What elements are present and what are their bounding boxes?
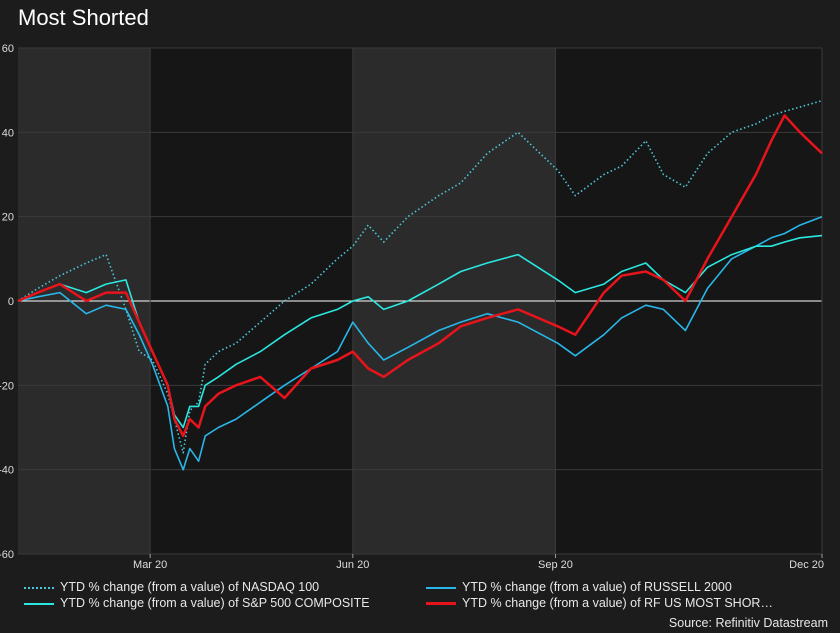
legend-item-most-shorted: YTD % change (from a value) of RF US MOS… [426,596,773,610]
legend: YTD % change (from a value) of NASDAQ 10… [24,577,824,613]
x-tick-label: Dec 20 [789,559,824,571]
series-nasdaq-100 [17,99,823,454]
legend-label-russell: YTD % change (from a value) of RUSSELL 2… [462,580,732,594]
y-tick-label: 60 [2,43,14,55]
legend-label-sp500: YTD % change (from a value) of S&P 500 C… [60,596,370,610]
y-tick-label: -60 [0,549,14,561]
y-tick-label: 0 [8,296,14,308]
legend-label-nasdaq: YTD % change (from a value) of NASDAQ 10… [60,580,320,594]
series-most-shorted [17,114,823,438]
x-tick-label: Jun 20 [336,559,369,571]
series-russell-2000 [17,215,823,471]
legend-swatch-most-shorted [426,602,456,606]
y-tick-label: -40 [0,465,14,477]
legend-swatch-sp500 [24,602,54,605]
legend-item-nasdaq: YTD % change (from a value) of NASDAQ 10… [24,580,319,594]
y-tick-label: 20 [2,212,14,224]
x-axis: Mar 20 Jun 20 Sep 20 Dec 20 [133,554,824,571]
x-tick-label: Mar 20 [133,559,167,571]
chart-title: Most Shorted [18,5,149,30]
x-tick-label: Sep 20 [538,559,573,571]
legend-swatch-russell [426,586,456,589]
legend-item-sp500: YTD % change (from a value) of S&P 500 C… [24,596,370,610]
series-lines [17,99,823,471]
gridlines [18,47,823,555]
legend-label-most-shorted: YTD % change (from a value) of RF US MOS… [462,596,773,610]
source-note: Source: Refinitiv Datastream [668,616,828,630]
y-tick-label: 40 [2,127,14,139]
y-tick-label: -20 [0,380,14,392]
legend-item-russell: YTD % change (from a value) of RUSSELL 2… [426,580,732,594]
legend-swatch-nasdaq [24,586,54,589]
y-axis: -60 -40 -20 0 20 40 60 [0,43,14,561]
